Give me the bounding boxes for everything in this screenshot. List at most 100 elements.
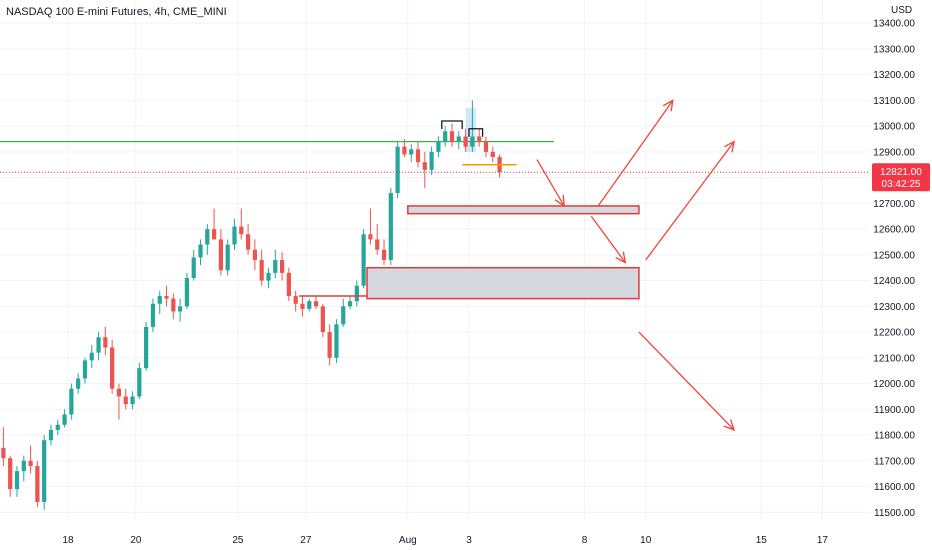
zone-box-1 [366, 266, 640, 300]
y-tick-label: 12900.00 [873, 147, 915, 158]
candle-body [286, 272, 291, 297]
candle-body [293, 296, 298, 304]
grid [0, 0, 870, 520]
candle [1, 427, 6, 466]
candle [76, 373, 81, 394]
candle-body [171, 298, 176, 312]
candle [130, 391, 135, 410]
candle-body [205, 229, 210, 245]
candle-body [252, 249, 257, 260]
candle [286, 267, 291, 302]
candle-body [184, 278, 190, 307]
candle-body [483, 141, 489, 152]
arrow-head [724, 140, 735, 153]
arrow-head [615, 251, 627, 264]
candles [1, 100, 502, 510]
candle [28, 445, 33, 474]
candle-body [89, 352, 94, 361]
bracket-mark [468, 128, 484, 137]
candle [477, 128, 482, 147]
candle-body [14, 471, 20, 490]
x-tick-label: 8 [582, 535, 588, 546]
y-tick-label: 12300.00 [873, 302, 915, 313]
arrow-shaft [638, 331, 735, 431]
candle [144, 321, 149, 371]
candle-body [341, 306, 346, 325]
candle [42, 435, 47, 510]
candle [409, 144, 414, 163]
candle [470, 100, 475, 152]
candle [171, 293, 176, 320]
candle [334, 319, 339, 363]
candle-body [28, 460, 33, 466]
candle-body [334, 324, 339, 358]
candle-body [191, 257, 196, 279]
candle [184, 272, 190, 309]
candle-body [116, 388, 122, 397]
candle [245, 223, 251, 255]
y-tick-label: 12200.00 [873, 328, 915, 339]
candle-body [157, 296, 162, 304]
candle-body [55, 424, 60, 430]
arrow-head [723, 419, 736, 431]
candle [300, 296, 305, 317]
y-tick-label: 13400.00 [873, 19, 915, 30]
candle [205, 223, 210, 255]
candle [273, 249, 278, 279]
price-tag-value: 12821.00 [880, 167, 922, 178]
candle [293, 290, 298, 312]
x-tick-label: 17 [817, 535, 829, 546]
candle [266, 267, 271, 289]
candle [116, 383, 122, 420]
candle-body [110, 347, 115, 389]
arrow-shaft [597, 100, 674, 207]
candle-body [69, 388, 74, 415]
candle-body [422, 162, 427, 170]
chart-title: NASDAQ 100 E-mini Futures, 4h, CME_MINI [6, 6, 227, 18]
x-tick-label: 15 [756, 535, 768, 546]
candle [103, 326, 108, 356]
candle-body [415, 149, 421, 163]
candle-body [368, 234, 373, 240]
candle [347, 296, 353, 309]
x-tick-label: 20 [130, 535, 142, 546]
arrow-shaft [590, 215, 626, 263]
arrow-shaft [536, 159, 565, 207]
candle-body [307, 301, 312, 309]
candle [157, 290, 162, 315]
candle [123, 388, 128, 410]
candle [368, 208, 373, 245]
trend-arrow [536, 159, 565, 208]
candle [218, 229, 224, 276]
candle-body [164, 296, 169, 299]
candle [232, 218, 237, 250]
candle [361, 229, 366, 289]
candle-body [381, 249, 387, 260]
candle [191, 249, 196, 281]
candle-body [409, 149, 414, 155]
candle [211, 208, 217, 240]
candle-body [490, 151, 495, 158]
candle-body [82, 360, 88, 379]
candle [89, 344, 94, 369]
candle [96, 332, 101, 361]
zone-box-0 [407, 205, 640, 215]
candle [415, 141, 421, 168]
candle-body [313, 301, 319, 307]
candle-body [123, 396, 128, 405]
candle-body [62, 414, 67, 425]
candle-body [245, 234, 251, 250]
candle [449, 123, 455, 147]
candle-body [225, 244, 230, 271]
candle [388, 187, 393, 266]
candle [198, 239, 203, 266]
candle-body [259, 260, 264, 281]
candle-body [137, 368, 142, 397]
candle-body [239, 226, 244, 235]
candle [341, 298, 346, 327]
candle-body [354, 285, 359, 302]
candle [436, 136, 441, 158]
